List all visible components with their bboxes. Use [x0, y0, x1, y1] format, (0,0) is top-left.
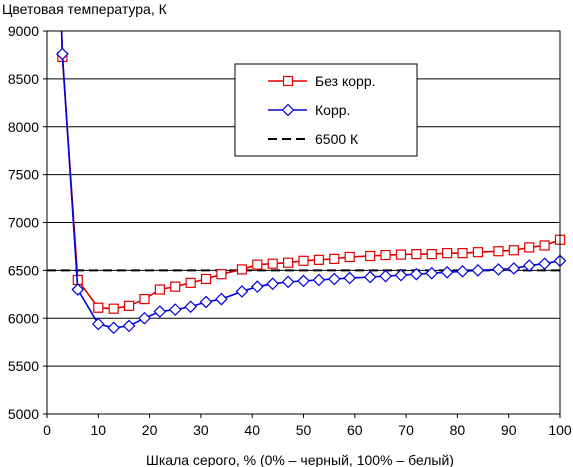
data-point: [329, 253, 340, 264]
data-point: [138, 311, 151, 325]
x-tick-label: 80: [450, 422, 466, 438]
y-tick-label: 5000: [8, 406, 39, 422]
data-point: [267, 258, 278, 269]
data-point: [153, 305, 167, 318]
data-point: [154, 284, 165, 295]
data-point: [380, 249, 391, 261]
data-point: [215, 292, 228, 306]
series-line: [60, 31, 560, 329]
legend-item-reference: 6500 К: [268, 131, 359, 147]
data-point: [298, 255, 309, 266]
x-tick-label: 100: [548, 422, 572, 438]
x-axis-ticks: 0 10 20 30 40 50 60 70 80 90 100: [43, 414, 572, 438]
data-point: [250, 280, 264, 294]
data-point: [91, 317, 105, 331]
legend-swatch-marker: [282, 75, 294, 87]
data-point: [425, 266, 439, 280]
series-group: [56, 31, 567, 335]
y-tick-label: 8000: [8, 119, 39, 135]
data-point: [472, 247, 484, 258]
x-tick-label: 40: [244, 422, 260, 438]
x-tick-label: 50: [296, 422, 312, 438]
data-point: [252, 259, 263, 270]
data-point: [493, 246, 504, 257]
legend-box: [234, 63, 418, 157]
data-point: [379, 269, 392, 283]
data-point: [93, 302, 104, 313]
y-axis-title: Цветовая температура, К: [2, 1, 168, 17]
legend: Без корр. Корр. 6500 К: [234, 63, 418, 157]
data-point: [107, 321, 121, 335]
data-point: [492, 263, 505, 276]
data-point: [363, 270, 377, 284]
x-tick-label: 60: [347, 422, 363, 438]
data-point: [139, 294, 150, 305]
data-point: [168, 303, 182, 316]
data-point: [426, 248, 437, 260]
data-point: [283, 257, 294, 268]
data-point: [327, 272, 341, 286]
legend-item-uncorrected: Без корр.: [268, 73, 376, 89]
data-point: [266, 277, 280, 291]
legend-item-corrected: Корр.: [268, 102, 350, 118]
data-point: [122, 319, 136, 333]
data-point: [538, 257, 551, 271]
x-tick-label: 20: [142, 422, 158, 438]
data-point: [344, 251, 355, 263]
data-point: [539, 240, 550, 251]
data-point: [71, 283, 85, 296]
legend-label: Корр.: [315, 102, 350, 118]
data-point: [297, 274, 310, 288]
data-point: [524, 242, 535, 253]
series-uncorrected: [57, 31, 566, 314]
x-tick-label: 70: [398, 422, 414, 438]
y-tick-label: 9000: [8, 23, 39, 39]
data-point: [312, 273, 326, 287]
data-point: [471, 264, 485, 277]
data-point: [170, 281, 181, 292]
data-point: [507, 262, 521, 275]
data-point: [235, 285, 249, 298]
data-point: [440, 265, 454, 279]
y-tick-label: 7000: [8, 215, 39, 231]
y-tick-label: 6500: [8, 262, 39, 278]
y-tick-label: 7500: [8, 167, 39, 183]
data-point: [199, 295, 213, 309]
data-point: [313, 254, 324, 265]
x-tick-label: 90: [501, 422, 517, 438]
data-point: [108, 303, 119, 314]
legend-label: 6500 К: [315, 131, 359, 147]
x-tick-label: 10: [91, 422, 107, 438]
data-point: [457, 248, 468, 259]
y-axis-ticks: 5000 5500 6000 6500 7000 7500 8000 8500 9000: [8, 23, 47, 422]
data-point: [123, 300, 135, 311]
data-point: [394, 268, 408, 282]
data-point: [236, 264, 248, 275]
legend-swatch-marker: [281, 103, 295, 117]
data-point: [411, 248, 422, 260]
series-corrected: [56, 31, 567, 335]
y-tick-label: 8500: [8, 71, 39, 87]
data-point: [365, 250, 376, 262]
y-tick-label: 6000: [8, 310, 39, 326]
x-tick-label: 0: [43, 422, 51, 438]
x-axis-title: Шкала серого, % (0% – черный, 100% – бел…: [146, 452, 454, 467]
data-point: [410, 267, 423, 281]
data-point: [343, 271, 357, 285]
data-point: [522, 259, 536, 272]
data-point: [442, 248, 453, 259]
data-point: [216, 269, 227, 280]
legend-label: Без корр.: [315, 73, 376, 89]
y-tick-label: 5500: [8, 358, 39, 374]
data-point: [395, 249, 407, 260]
data-point: [281, 275, 295, 289]
data-point: [185, 277, 196, 288]
x-tick-label: 30: [193, 422, 209, 438]
data-point: [508, 245, 519, 256]
data-point: [56, 47, 69, 61]
data-point: [200, 273, 212, 285]
data-point: [184, 300, 197, 314]
data-point: [456, 264, 469, 278]
